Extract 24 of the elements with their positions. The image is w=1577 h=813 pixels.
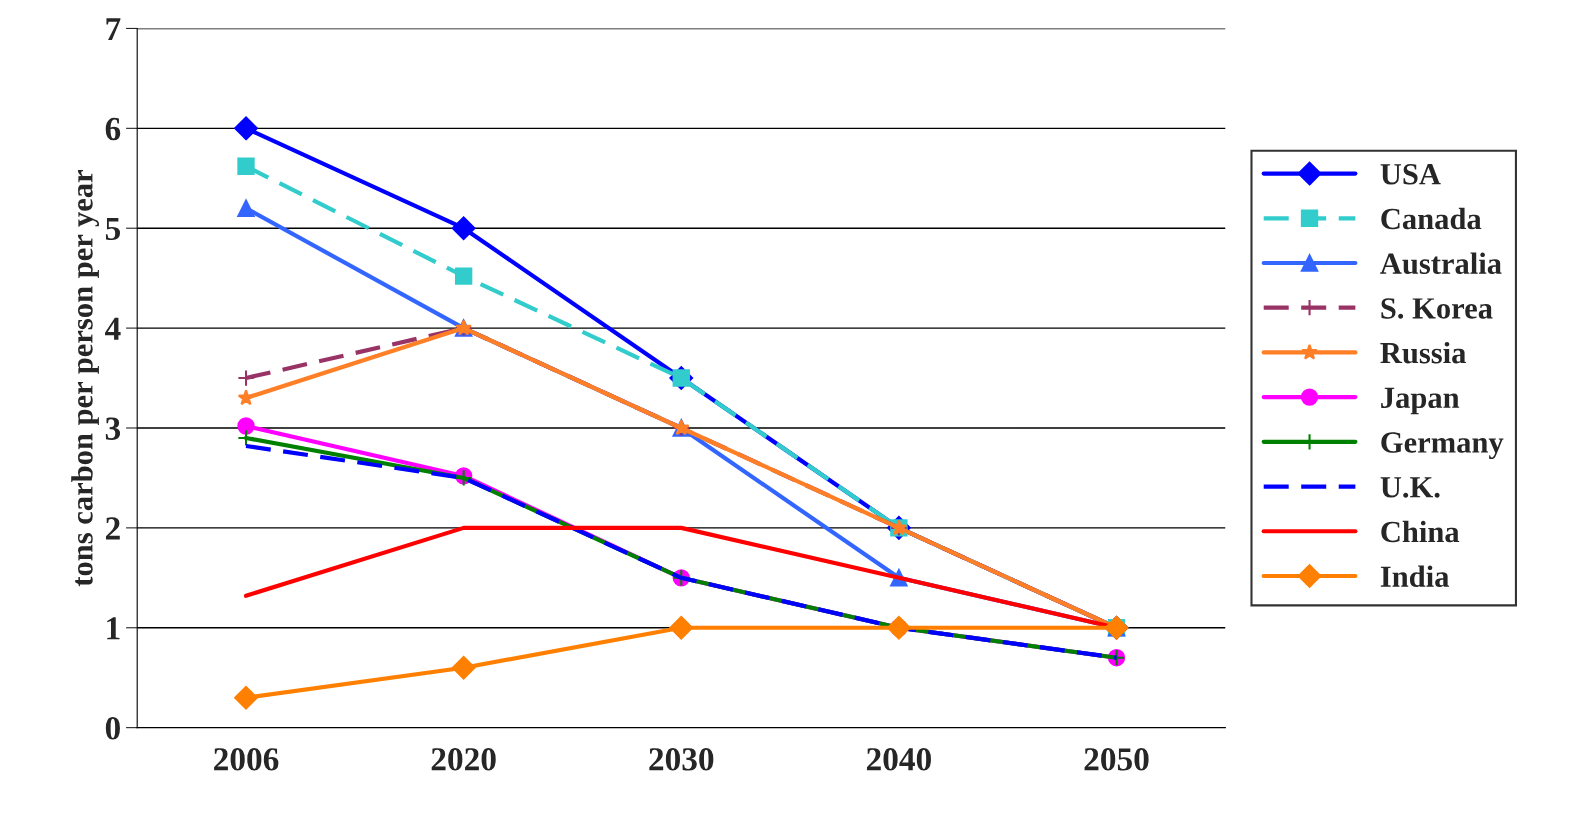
legend-label: U.K.: [1380, 477, 1440, 498]
legend-label: China: [1381, 520, 1460, 543]
y-tick-label: 4: [105, 317, 121, 340]
y-axis-title: tons carbon per person per year: [71, 170, 99, 587]
y-tick-label: 0: [105, 717, 120, 740]
legend-label: Germany: [1381, 432, 1504, 460]
y-tick-label: 2: [105, 517, 120, 540]
y-tick-label: 7: [106, 18, 121, 41]
legend-label: Japan: [1381, 387, 1460, 415]
y-tick-label: 3: [105, 417, 121, 440]
x-tick-label: 2040: [866, 748, 931, 771]
y-tick-label: 1: [107, 617, 120, 640]
x-tick-label: 2030: [649, 748, 714, 771]
x-tick-label: 2050: [1084, 748, 1149, 771]
legend-label: Australia: [1380, 252, 1502, 275]
x-tick-label: 2006: [214, 748, 279, 771]
legend-label: S. Korea: [1381, 298, 1493, 319]
x-tick-label: 2020: [431, 748, 496, 771]
legend-label: Russia: [1380, 341, 1466, 364]
legend-label: Canada: [1381, 207, 1482, 230]
legend-label: India: [1380, 565, 1449, 587]
legend-label: USA: [1380, 164, 1441, 185]
y-tick-label: 6: [105, 117, 121, 141]
y-tick-label: 5: [105, 217, 121, 241]
